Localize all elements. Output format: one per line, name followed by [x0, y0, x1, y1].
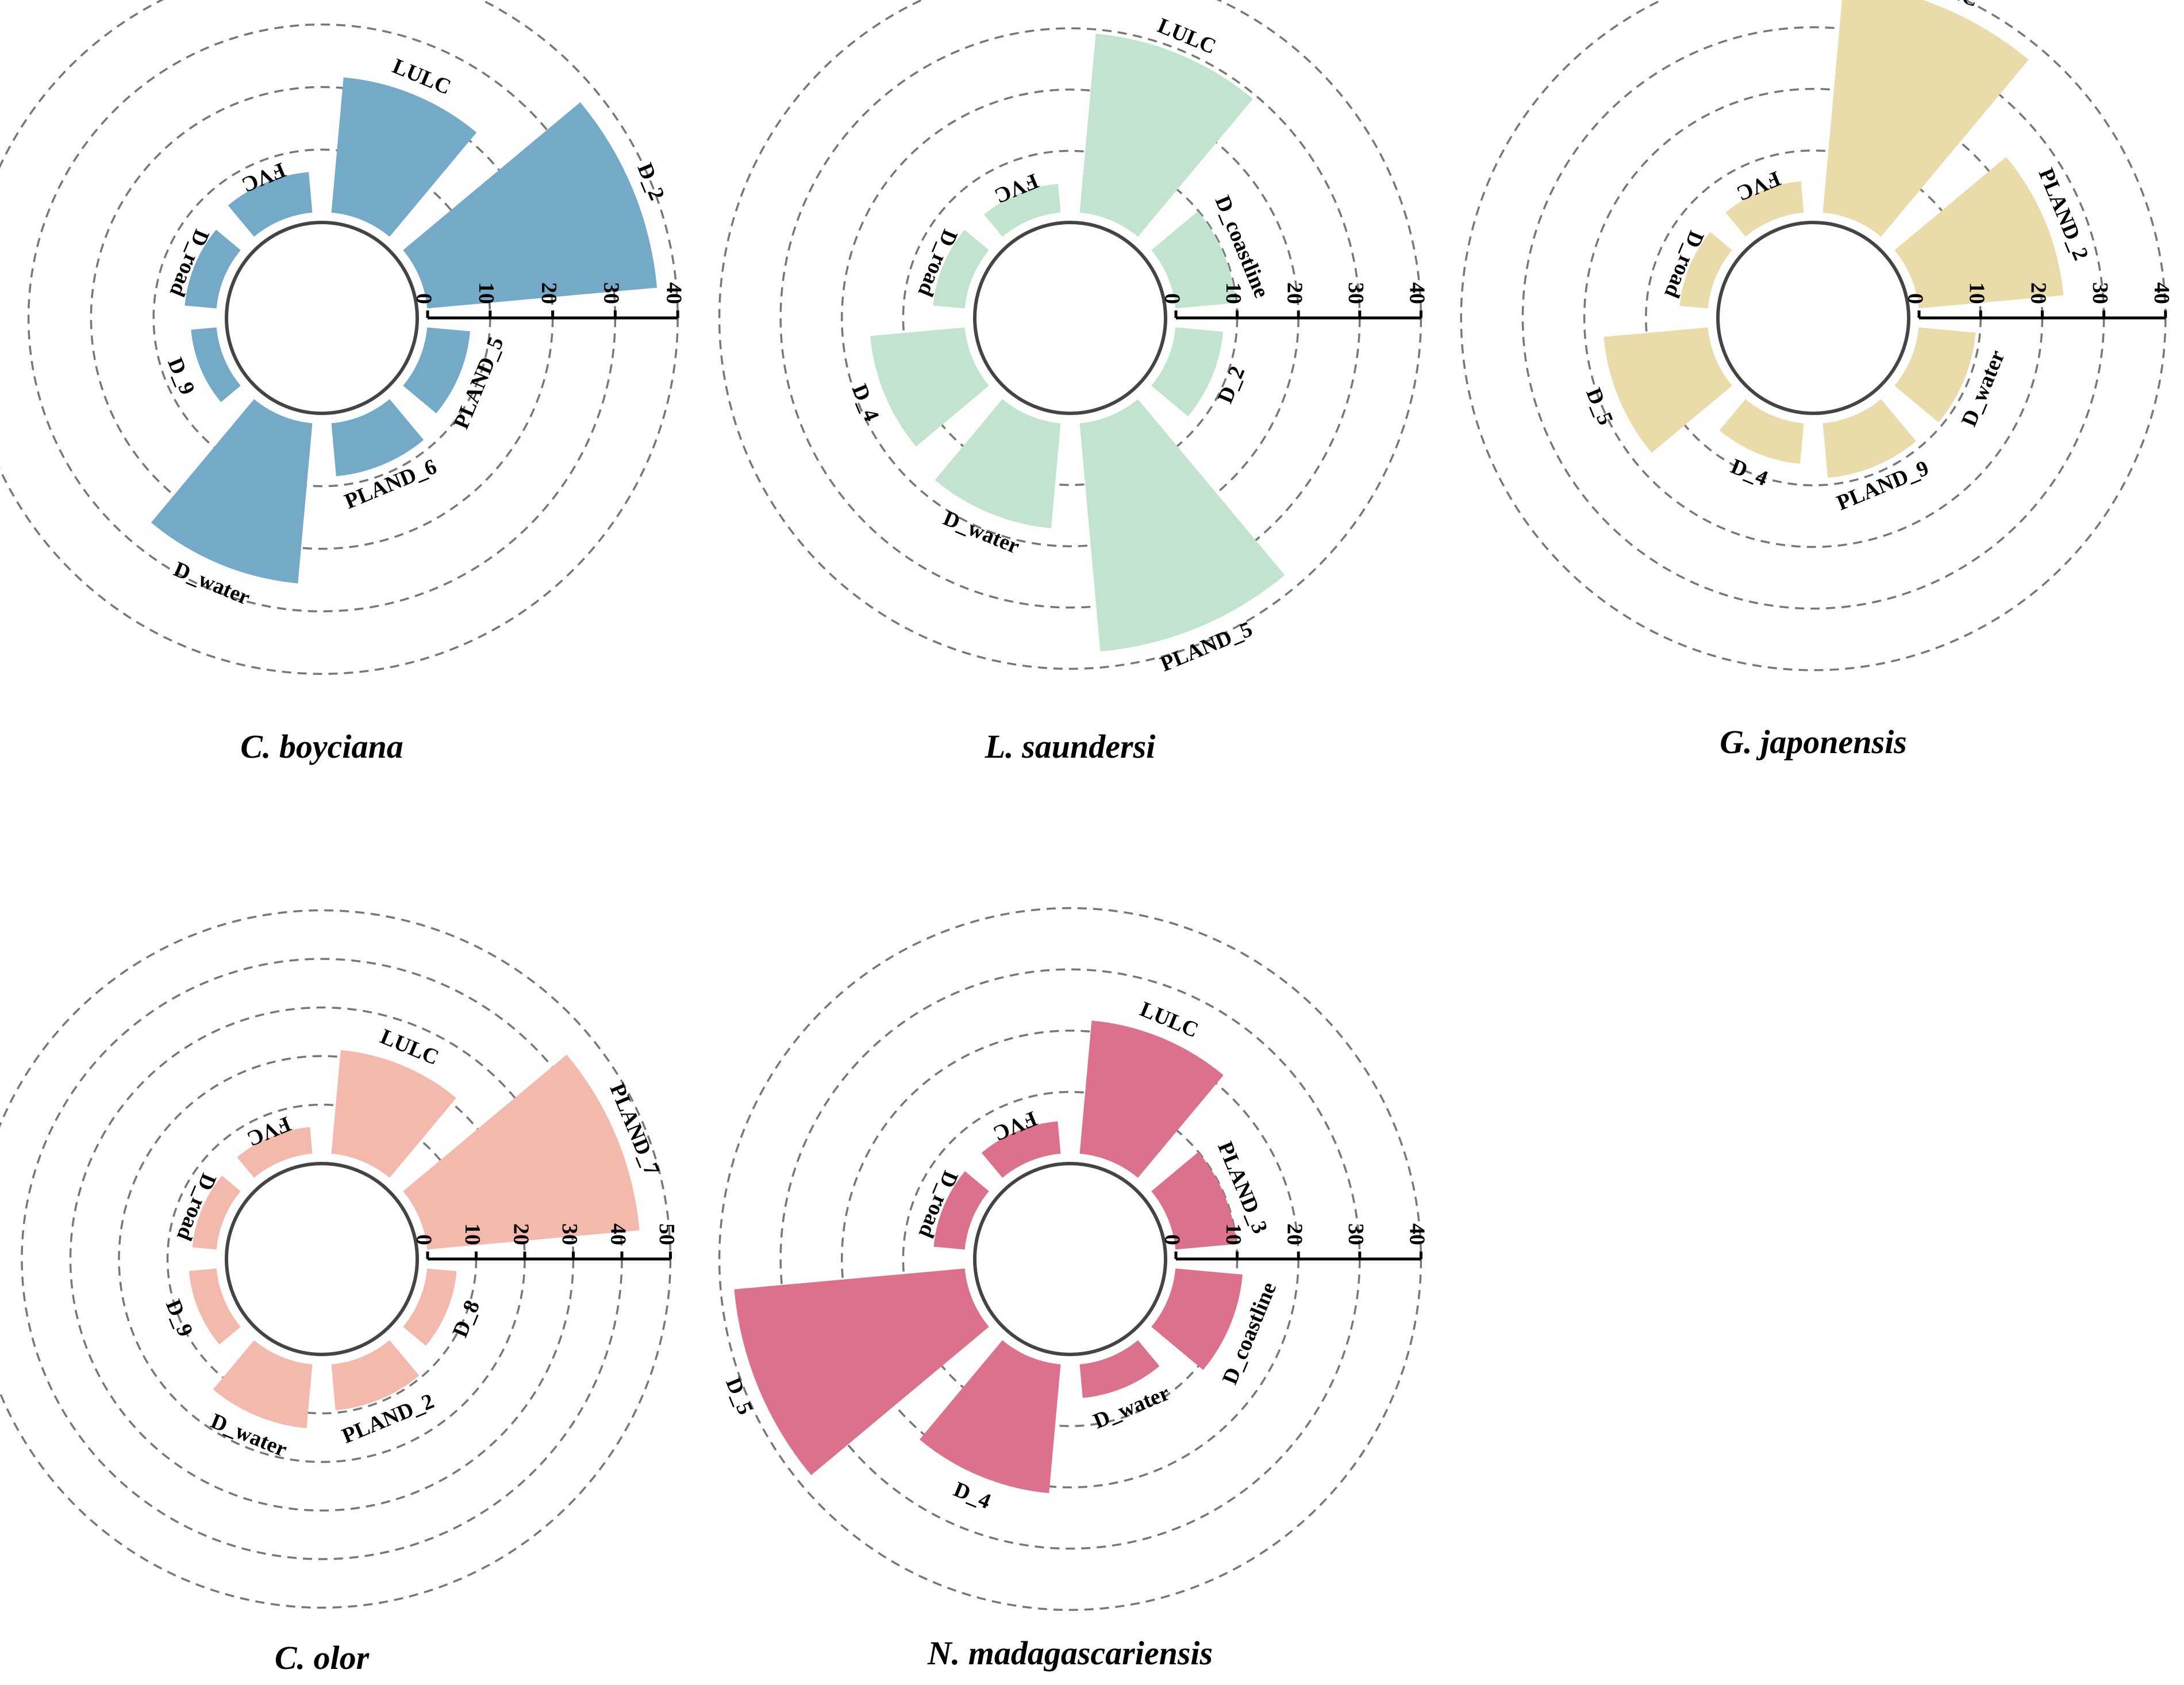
- bar-d-2: [1151, 327, 1224, 417]
- bar-pland-3: [1151, 1152, 1237, 1250]
- bar-d-9: [189, 1268, 241, 1345]
- panel-title: N. madagascariensis: [927, 1634, 1213, 1672]
- bar-d-9: [191, 327, 241, 402]
- bar-d-road: [933, 1171, 989, 1250]
- bar-d-water: [213, 1340, 313, 1429]
- tick-label: 30: [1344, 1223, 1368, 1245]
- bar-d-water: [1079, 1340, 1160, 1398]
- center-circle: [1716, 221, 1910, 415]
- tick-label: 20: [2027, 282, 2051, 304]
- tick-label: 10: [1221, 1223, 1245, 1245]
- tick-label: 20: [1282, 1223, 1306, 1245]
- category-label-d-9: D_9: [163, 354, 199, 398]
- bar-d-water: [151, 399, 313, 584]
- bar-d-road: [192, 1176, 241, 1250]
- bar-d-road: [1679, 232, 1732, 309]
- category-label-d-8: D_8: [448, 1297, 485, 1341]
- category-label-d-4: D_4: [847, 381, 884, 425]
- tick-label: 10: [474, 282, 498, 304]
- bar-lulc: [1079, 1020, 1224, 1178]
- bar-fvc: [981, 1121, 1061, 1178]
- bar-d-water: [1894, 327, 1976, 423]
- tick-label: 0: [1160, 1234, 1184, 1245]
- tick-label: 30: [1344, 282, 1368, 304]
- bar-lulc: [1822, 0, 2029, 237]
- tick-label: 0: [412, 293, 436, 304]
- bar-pland-6: [331, 399, 424, 477]
- tick-label: 10: [1964, 282, 1989, 304]
- tick-label: 0: [1903, 293, 1927, 304]
- category-label-d-4: D_4: [1727, 454, 1771, 491]
- category-label-d-4: D_4: [950, 1477, 994, 1514]
- tick-label: 40: [1405, 282, 1429, 304]
- center-circle: [225, 1162, 419, 1356]
- panel-g-japonensis: 010203040LULCPLAND_2D_waterPLAND_9D_4D_5…: [1460, 0, 2174, 761]
- grid-ring: [1583, 87, 2044, 548]
- tick-label: 30: [599, 282, 624, 304]
- tick-label: 30: [557, 1223, 582, 1245]
- bar-pland-2: [1894, 157, 2064, 309]
- tick-label: 30: [2088, 282, 2112, 304]
- tick-label: 10: [460, 1223, 485, 1245]
- tick-label: 40: [2150, 282, 2174, 304]
- bar-lulc: [331, 1050, 456, 1178]
- bar-pland-5: [403, 327, 471, 413]
- tick-label: 20: [509, 1223, 533, 1245]
- panel-title: L. saundersi: [985, 728, 1156, 765]
- bar-d-water: [935, 399, 1061, 528]
- category-label-d-5: D_5: [721, 1374, 758, 1418]
- panel-title: C. olor: [275, 1639, 370, 1676]
- bar-d-coastline: [1151, 1268, 1243, 1371]
- tick-label: 40: [662, 282, 686, 304]
- panel-title: C. boyciana: [240, 728, 403, 765]
- panel-c-olor: 0 10 20 30 40 50LULCPLAND_7D_8PLAND_2D_waterD…: [0, 909, 679, 1676]
- bar-fvc: [228, 172, 313, 237]
- category-label-d-9: D_9: [161, 1296, 198, 1341]
- bar-d-4: [1719, 399, 1804, 464]
- tick-label: 0: [1160, 293, 1184, 304]
- center-circle: [973, 1162, 1167, 1356]
- bar-fvc: [237, 1127, 313, 1178]
- bar-pland-9: [1822, 399, 1917, 478]
- tick-label: 10: [1221, 282, 1245, 304]
- tick-label: 20: [537, 282, 561, 304]
- bar-d-2: [403, 102, 657, 309]
- bar-d-4: [920, 1340, 1061, 1494]
- bar-d-4: [870, 327, 989, 447]
- panel-l-saundersi: 0 10 20 30 40LULCD_coastlineD_2PLAND_5D_wate…: [718, 0, 1429, 765]
- bar-d-road: [184, 229, 241, 309]
- bar-fvc: [984, 183, 1061, 237]
- center-circle: [973, 221, 1167, 415]
- bar-lulc: [1079, 33, 1253, 237]
- bar-d-5: [734, 1268, 989, 1476]
- category-label-d-2: D_2: [632, 160, 669, 204]
- category-label-d-2: D_2: [1213, 363, 1250, 407]
- bar-d-8: [403, 1268, 457, 1346]
- tick-label: 0: [412, 1234, 436, 1245]
- bar-d-5: [1604, 327, 1732, 453]
- panel-c-boyciana: 0 10 20 30 40LULCD_2PLAND_5PLAND_6D_waterD_9…: [0, 0, 686, 765]
- center-circle: [225, 221, 419, 415]
- tick-label: 40: [606, 1223, 630, 1245]
- bar-pland-5: [1079, 399, 1285, 652]
- bar-d-road: [933, 229, 989, 309]
- panel-title: G. japonensis: [1720, 723, 1907, 761]
- bar-lulc: [331, 77, 477, 237]
- bar-d-coastline: [1151, 211, 1236, 309]
- bar-fvc: [1725, 181, 1804, 237]
- bar-pland-2: [331, 1340, 420, 1411]
- category-label-d-5: D_5: [1581, 385, 1618, 429]
- panel-n-madagascariensis: 0 10 20 30 40LULCPLAND_3D_coastlineD_waterD_…: [718, 907, 1429, 1672]
- bar-pland-7: [403, 1054, 640, 1250]
- tick-label: 40: [1405, 1223, 1429, 1245]
- tick-label: 50: [655, 1223, 679, 1245]
- tick-label: 20: [1282, 282, 1306, 304]
